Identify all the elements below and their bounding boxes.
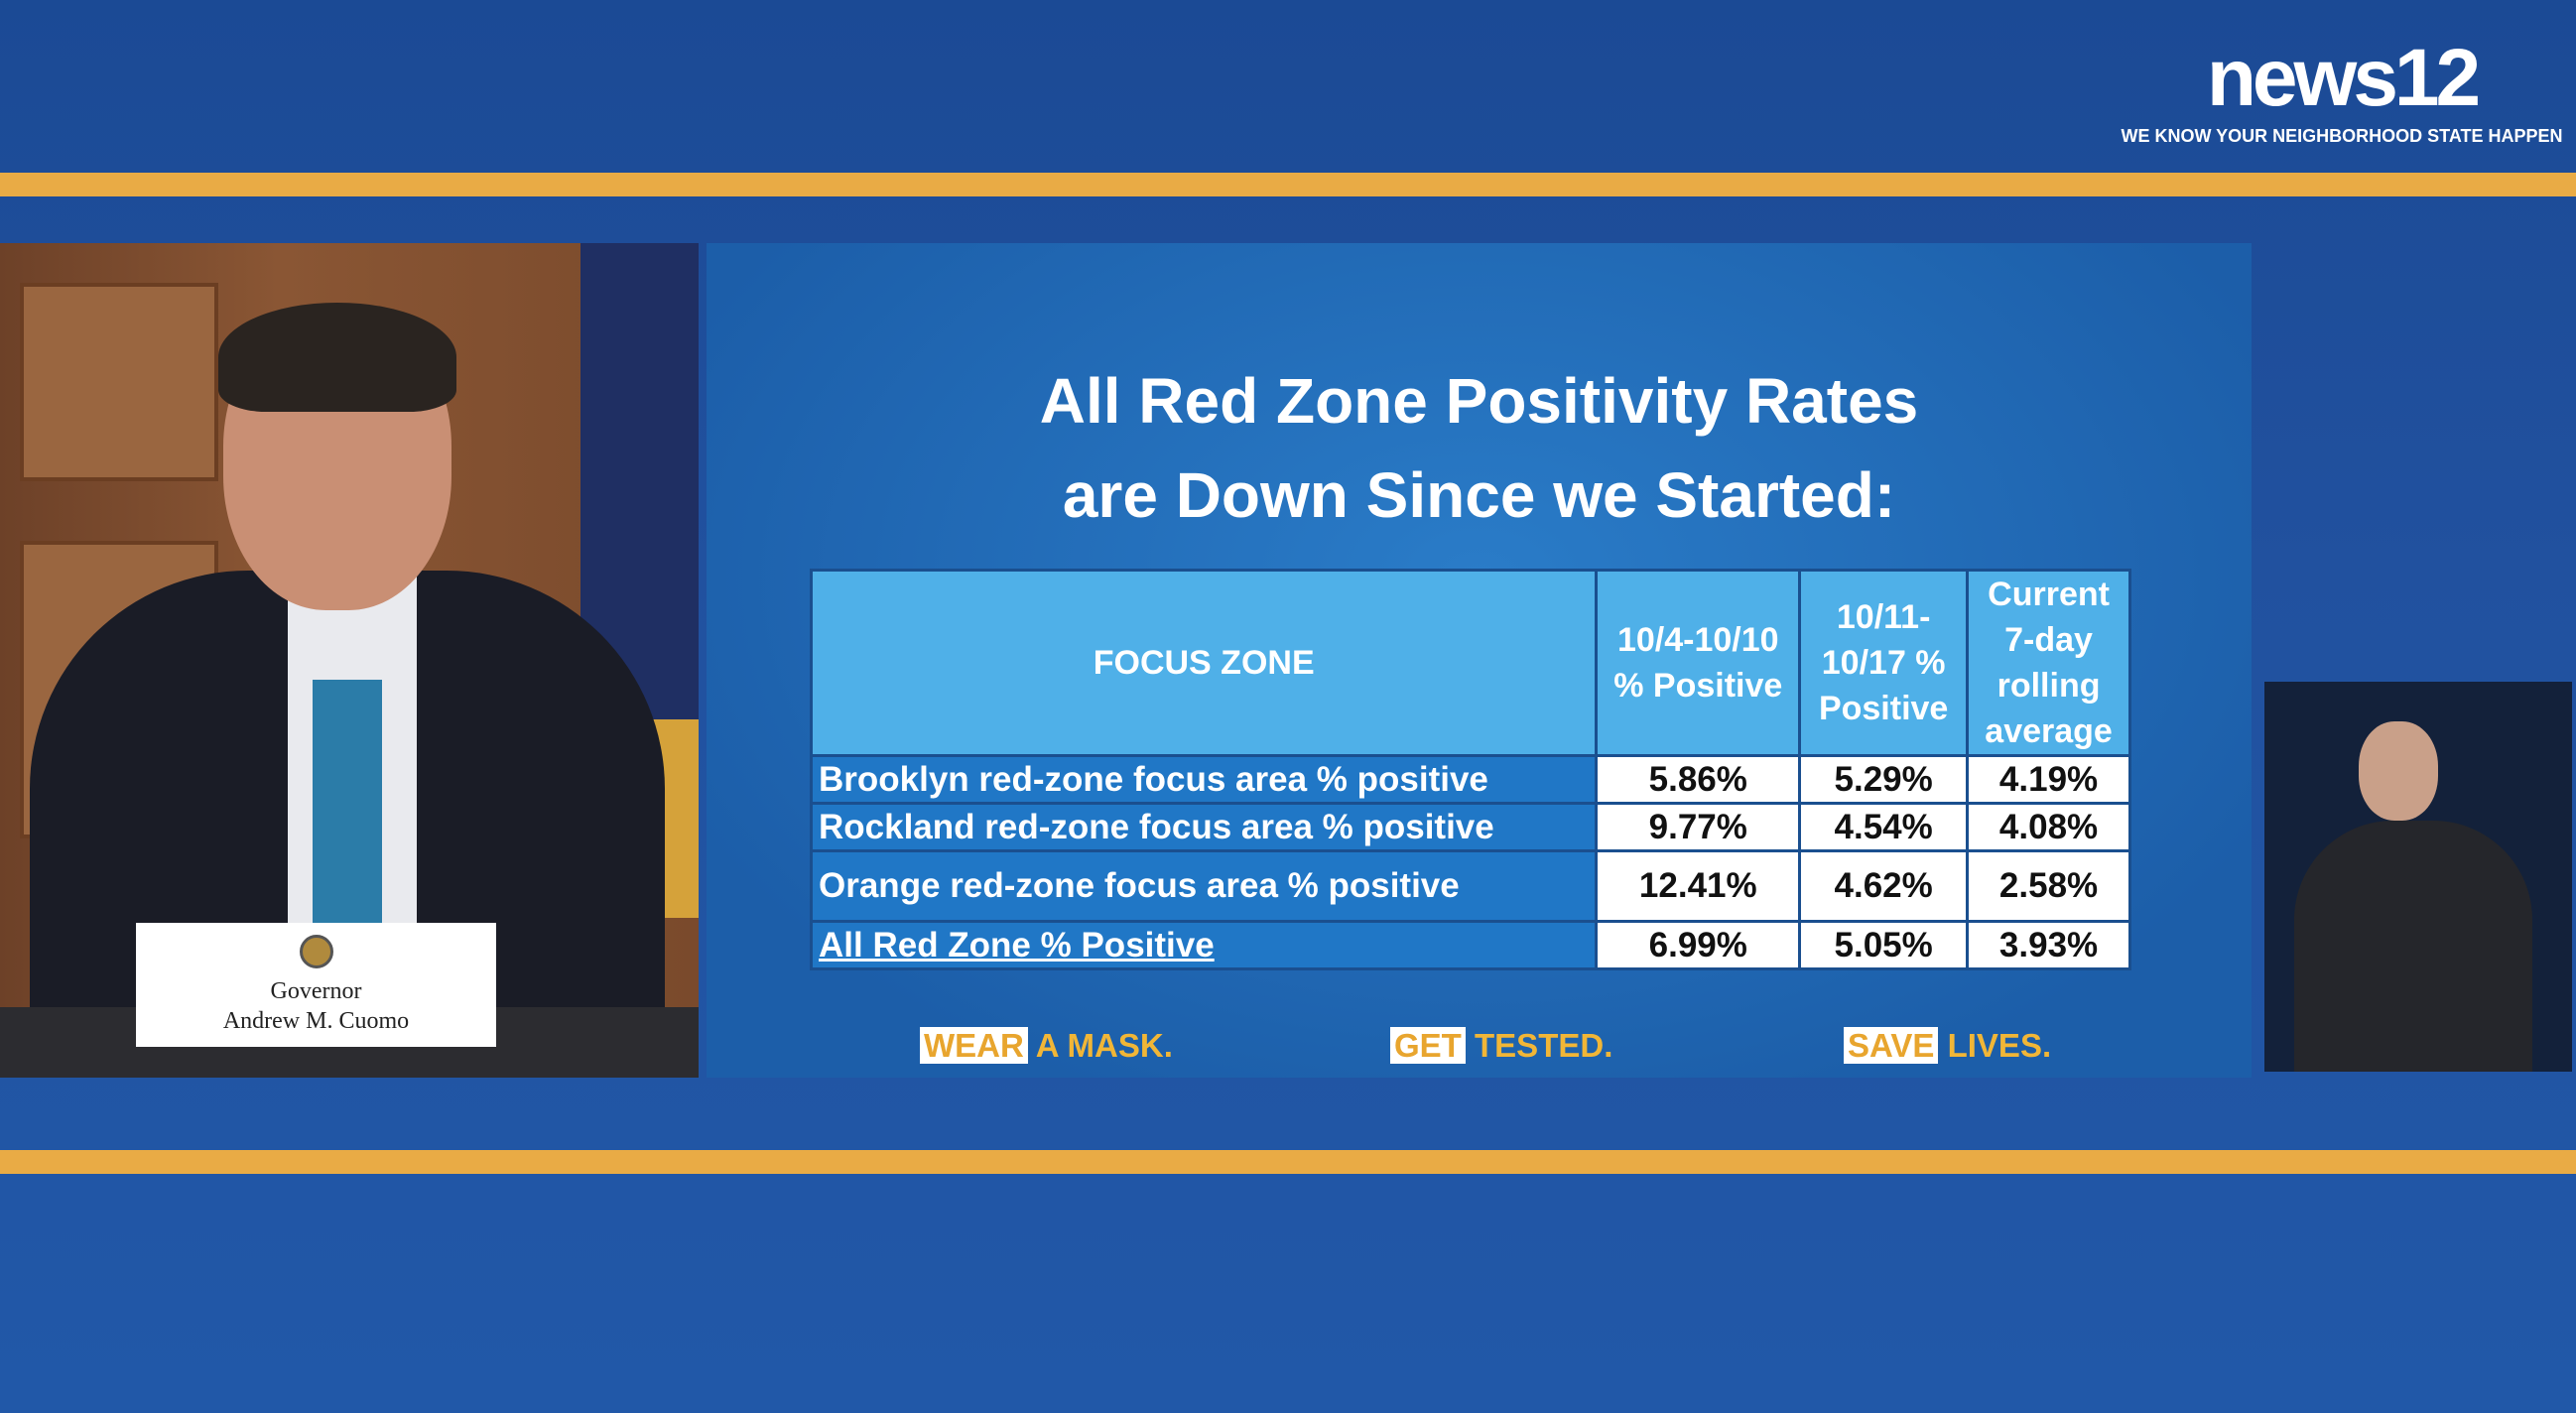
table-header-row: FOCUS ZONE 10/4-10/10 % Positive 10/11-1… xyxy=(809,569,2131,757)
value-cell: 4.54% xyxy=(1798,802,1970,852)
value-cell: 5.86% xyxy=(1595,754,1802,805)
zone-label: All Red Zone % Positive xyxy=(809,920,1599,970)
slogan-save-lives: SAVE LIVES. xyxy=(1844,1027,2051,1065)
value-cell: 5.05% xyxy=(1798,920,1970,970)
value-cell: 2.58% xyxy=(1966,849,2131,923)
presentation-slide: All Red Zone Positivity Rates are Down S… xyxy=(707,243,2252,1078)
bottom-stripe xyxy=(0,1150,2576,1174)
zone-label: Orange red-zone focus area % positive xyxy=(809,849,1599,923)
slogan-wear-mask: WEAR A MASK. xyxy=(920,1027,1173,1065)
table-row: All Red Zone % Positive 6.99% 5.05% 3.93… xyxy=(809,920,2131,970)
zone-label: Rockland red-zone focus area % positive xyxy=(809,802,1599,852)
positivity-table: FOCUS ZONE 10/4-10/10 % Positive 10/11-1… xyxy=(809,569,2131,970)
value-cell: 4.62% xyxy=(1798,849,1970,923)
news12-logo: news12 WE KNOW YOUR NEIGHBORHOOD STATE H… xyxy=(2121,33,2562,147)
table-row: Orange red-zone focus area % positive 12… xyxy=(809,849,2131,923)
governor-video-feed: Governor Andrew M. Cuomo xyxy=(0,243,699,1078)
slogan-get-tested: GET TESTED. xyxy=(1390,1027,1612,1065)
zone-label: Brooklyn red-zone focus area % positive xyxy=(809,754,1599,805)
sign-language-interpreter-feed xyxy=(2264,682,2572,1072)
value-cell: 12.41% xyxy=(1595,849,1802,923)
header-rolling-average: Current 7-day rolling average xyxy=(1966,569,2131,757)
table-row: Brooklyn red-zone focus area % positive … xyxy=(809,754,2131,805)
name-plate: Governor Andrew M. Cuomo xyxy=(136,923,496,1047)
value-cell: 4.08% xyxy=(1966,802,2131,852)
value-cell: 9.77% xyxy=(1595,802,1802,852)
nameplate-name: Andrew M. Cuomo xyxy=(222,1008,410,1034)
table-row: Rockland red-zone focus area % positive … xyxy=(809,802,2131,852)
value-cell: 5.29% xyxy=(1798,754,1970,805)
value-cell: 4.19% xyxy=(1966,754,2131,805)
slide-title: All Red Zone Positivity Rates are Down S… xyxy=(1039,365,1919,531)
header-focus-zone: FOCUS ZONE xyxy=(809,569,1599,757)
logo-tagline: WE KNOW YOUR NEIGHBORHOOD STATE HAPPEN xyxy=(2121,126,2563,146)
logo-wordmark: news12 xyxy=(2206,33,2481,123)
nameplate-title: Governor xyxy=(270,978,362,1004)
header-week2: 10/11-10/17 % Positive xyxy=(1798,569,1970,757)
top-stripe xyxy=(0,173,2576,196)
header-week1: 10/4-10/10 % Positive xyxy=(1595,569,1802,757)
value-cell: 6.99% xyxy=(1595,920,1802,970)
state-seal-icon xyxy=(300,935,333,968)
value-cell: 3.93% xyxy=(1966,920,2131,970)
